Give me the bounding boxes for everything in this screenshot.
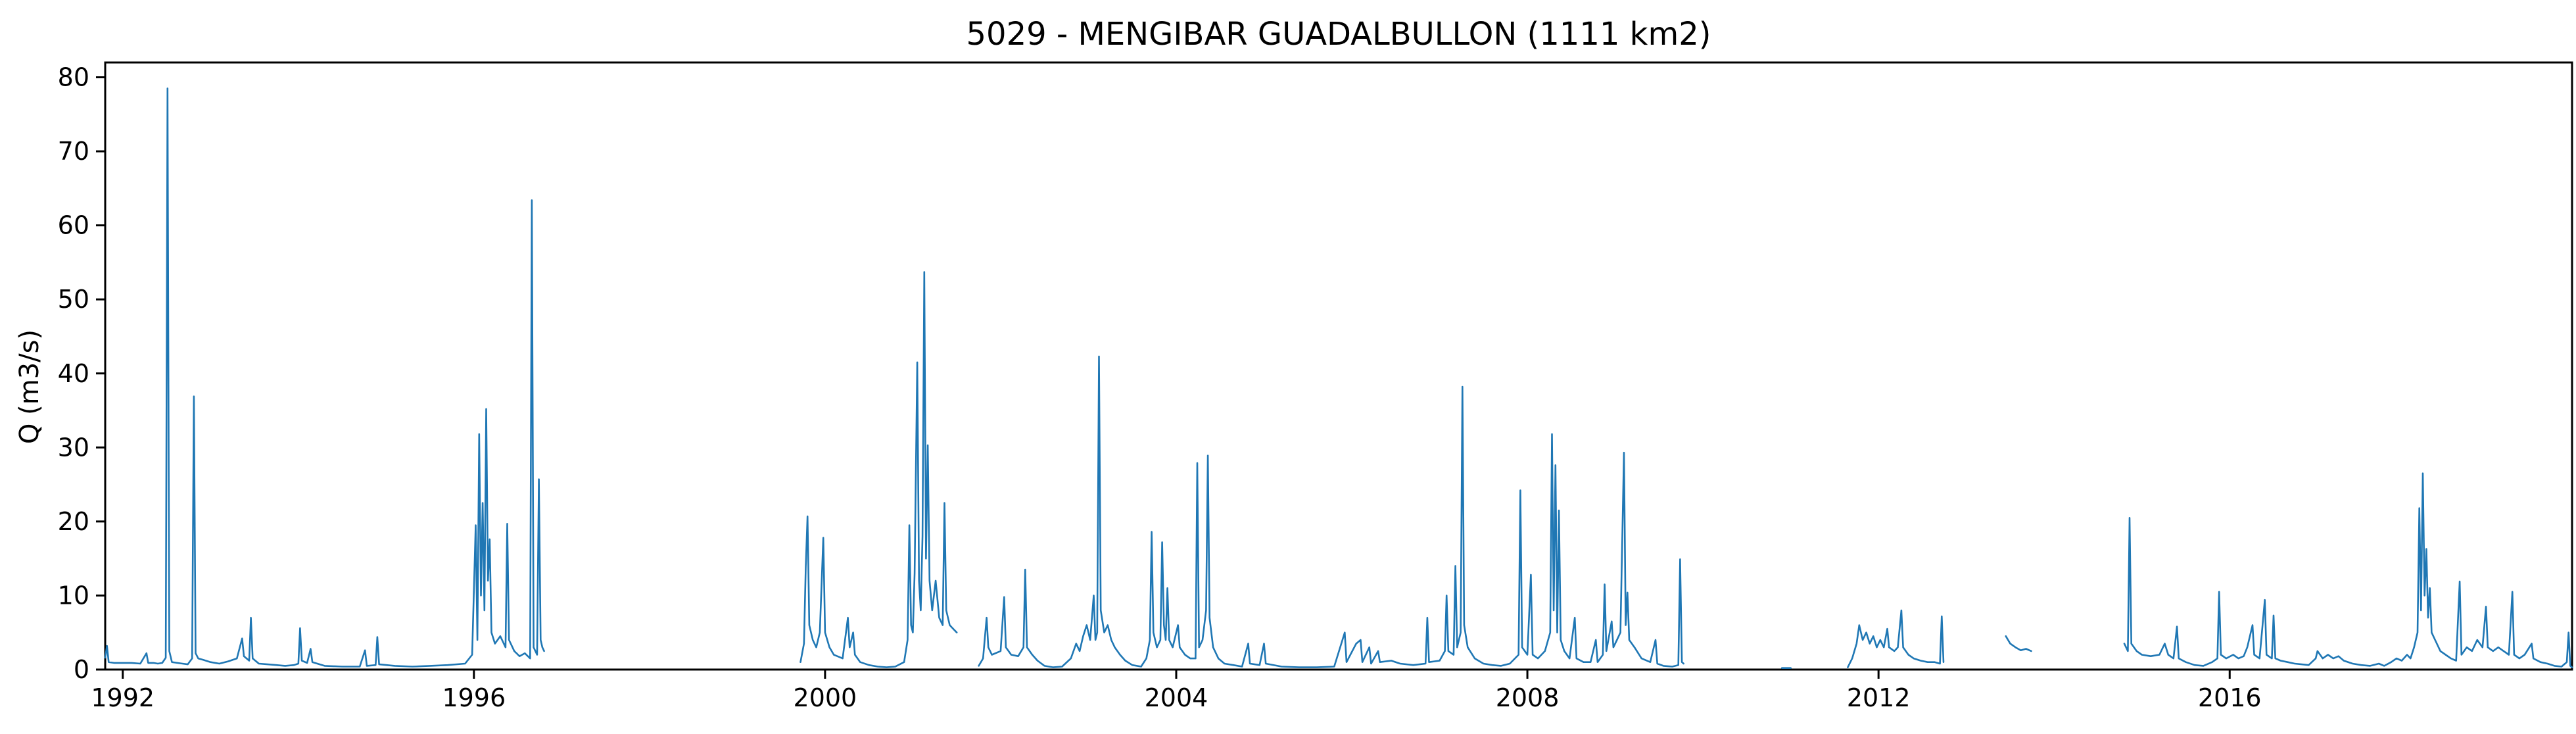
y-tick-label: 60 (58, 211, 89, 240)
x-axis: 1992 1996 2000 2004 2008 2012 2016 (91, 670, 2262, 712)
x-tick-label: 2016 (2198, 683, 2262, 712)
y-tick-label: 10 (58, 581, 89, 610)
x-tick-label: 2004 (1145, 683, 1208, 712)
plot-area-frame (104, 61, 2573, 671)
x-tick-label: 2000 (794, 683, 857, 712)
x-tick-label: 2012 (1847, 683, 1911, 712)
discharge-series-line-segment (2005, 635, 2032, 652)
x-tick-label: 2008 (1496, 683, 1560, 712)
discharge-series-line-segment (799, 271, 958, 668)
x-tick-label: 1996 (442, 683, 506, 712)
x-tick-label: 1992 (91, 683, 155, 712)
series-layer (104, 87, 2573, 670)
y-tick-label: 70 (58, 137, 89, 166)
y-tick-label: 20 (58, 507, 89, 536)
y-tick-label: 50 (58, 285, 89, 314)
chart-title: 5029 - MENGIBAR GUADALBULLON (1111 km2) (966, 16, 1711, 53)
y-axis: 0 10 20 30 40 50 60 70 80 (58, 63, 105, 684)
discharge-series-line-segment (978, 355, 1684, 668)
y-tick-label: 0 (74, 655, 89, 684)
discharge-series-line-segment (1847, 609, 1945, 668)
y-tick-label: 40 (58, 359, 89, 388)
y-tick-label: 80 (58, 63, 89, 92)
discharge-series-line-segment (2123, 472, 2573, 668)
y-tick-label: 30 (58, 433, 89, 462)
discharge-series-line-segment (104, 87, 545, 668)
y-axis-label: Q (m3/s) (14, 330, 45, 444)
